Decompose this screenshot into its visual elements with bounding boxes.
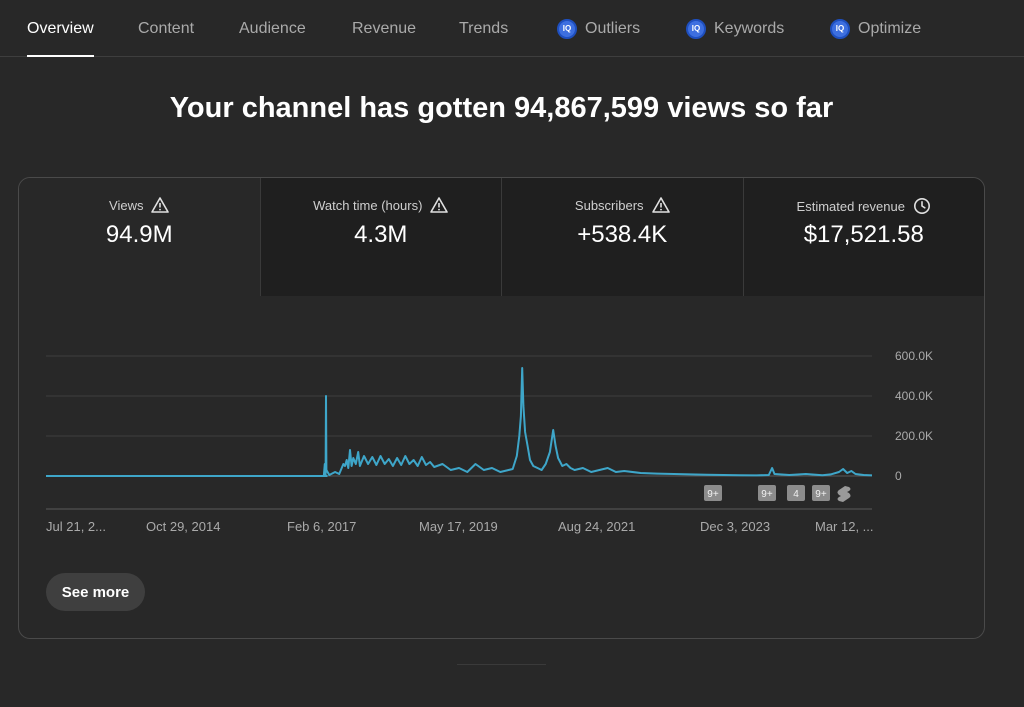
metric-label: Watch time (hours) — [313, 197, 423, 213]
active-tab-indicator — [27, 55, 94, 57]
y-tick-label: 200.0K — [895, 429, 933, 443]
warning-icon[interactable] — [151, 197, 170, 213]
tab-revenue[interactable]: Revenue — [352, 0, 416, 57]
marker-label: 9+ — [707, 489, 719, 500]
metric-estimated-revenue[interactable]: Estimated revenue $17,521.58 — [742, 178, 985, 296]
overview-card: Views 94.9M Watch time (hours) 4.3M — [18, 177, 985, 639]
tab-label: Revenue — [352, 19, 417, 37]
x-tick-label: Mar 12, ... — [815, 519, 874, 534]
warning-icon[interactable] — [430, 197, 449, 213]
tab-label: Keywords — [714, 19, 785, 37]
metric-watch-time[interactable]: Watch time (hours) 4.3M — [259, 178, 502, 296]
tab-optimize[interactable]: IQ Optimize — [830, 0, 921, 57]
metric-subscribers[interactable]: Subscribers +538.4K — [501, 178, 743, 296]
metric-label: Subscribers — [574, 197, 644, 213]
metric-value: +538.4K — [577, 221, 668, 248]
series-line — [46, 367, 873, 477]
iq-logo-icon: IQ — [686, 18, 706, 39]
warning-icon[interactable] — [651, 197, 670, 213]
metric-value: 94.9M — [105, 221, 173, 248]
y-tick-label: 0 — [895, 469, 902, 483]
iq-logo-icon: IQ — [557, 18, 577, 39]
clock-icon[interactable] — [913, 197, 931, 215]
metric-label: Estimated revenue — [796, 198, 905, 214]
x-tick-label: Oct 29, 2014 — [146, 519, 220, 534]
tab-content[interactable]: Content — [138, 0, 194, 57]
tab-trends[interactable]: Trends — [459, 0, 508, 57]
marker-label: 9+ — [815, 489, 827, 500]
tab-label: Trends — [459, 19, 509, 37]
tab-label: Overview — [27, 19, 94, 37]
tab-overview[interactable]: Overview — [27, 0, 94, 57]
x-tick-label: Jul 21, 2... — [46, 519, 106, 534]
metric-label-row: Watch time (hours) — [261, 197, 502, 213]
x-tick-label: Feb 6, 2017 — [287, 519, 356, 534]
marker-badge — [758, 485, 776, 501]
x-tick-label: May 17, 2019 — [419, 519, 498, 534]
tab-label: Optimize — [858, 19, 922, 37]
marker-badge — [787, 485, 805, 501]
metrics-row: Views 94.9M Watch time (hours) 4.3M — [19, 178, 984, 296]
tab-keywords[interactable]: IQ Keywords — [686, 0, 784, 57]
marker-badge — [812, 485, 830, 501]
metric-label-row: Estimated revenue — [744, 197, 985, 215]
tab-outliers[interactable]: IQ Outliers — [557, 0, 640, 57]
tab-audience[interactable]: Audience — [239, 0, 306, 57]
shorts-icon — [837, 486, 851, 502]
shorts-icon-shape — [837, 486, 851, 502]
marker-badge — [704, 485, 722, 501]
metric-value: 4.3M — [354, 221, 408, 248]
tab-bar: Overview Content Audience Revenue Trends… — [0, 0, 1024, 57]
marker-label: 4 — [793, 489, 799, 500]
page-title: Your channel has gotten 94,867,599 views… — [169, 92, 834, 124]
see-more-button[interactable]: See more — [46, 573, 145, 611]
x-tick-label: Aug 24, 2021 — [558, 519, 635, 534]
iq-logo-icon: IQ — [830, 18, 850, 39]
metric-label: Views — [109, 197, 144, 213]
divider — [457, 664, 546, 665]
y-tick-label: 600.0K — [895, 349, 933, 363]
tab-label: Outliers — [585, 19, 641, 37]
marker-label: 9+ — [761, 489, 773, 500]
x-tick-label: Dec 3, 2023 — [700, 519, 770, 534]
views-line-chart[interactable]: 600.0K 400.0K 200.0K 0 Jul 21, 2... Oct 29, 2… — [19, 296, 984, 566]
metric-value: $17,521.58 — [803, 221, 924, 248]
metric-label-row: Subscribers — [502, 197, 743, 213]
tab-label: Content — [138, 19, 195, 37]
metric-views[interactable]: Views 94.9M — [19, 178, 260, 296]
metric-label-row: Views — [19, 197, 260, 213]
tab-label: Audience — [239, 19, 306, 37]
y-tick-label: 400.0K — [895, 389, 933, 403]
